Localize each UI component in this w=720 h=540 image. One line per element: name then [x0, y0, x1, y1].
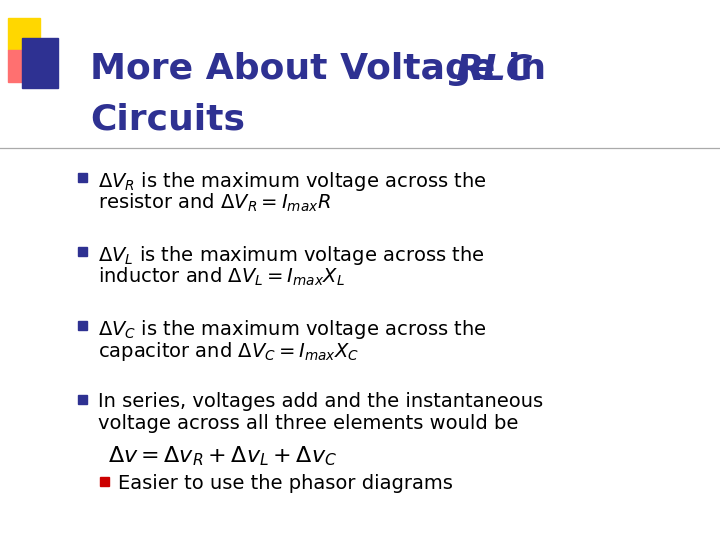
Text: $\Delta V_C$ is the maximum voltage across the: $\Delta V_C$ is the maximum voltage acro…	[98, 318, 487, 341]
Text: Circuits: Circuits	[90, 102, 245, 136]
Text: $\Delta V_R$ is the maximum voltage across the: $\Delta V_R$ is the maximum voltage acro…	[98, 170, 487, 193]
Text: RLC: RLC	[455, 52, 532, 86]
Text: Easier to use the phasor diagrams: Easier to use the phasor diagrams	[118, 474, 453, 493]
Text: More About Voltage in: More About Voltage in	[90, 52, 559, 86]
Bar	[22, 38, 58, 88]
Bar	[78, 395, 87, 404]
Bar	[8, 18, 40, 50]
Bar	[78, 247, 87, 256]
Text: capacitor and $\Delta V_C = I_{max}X_C$: capacitor and $\Delta V_C = I_{max}X_C$	[98, 340, 359, 363]
Bar	[8, 50, 40, 82]
Text: resistor and $\Delta V_R = I_{max}R$: resistor and $\Delta V_R = I_{max}R$	[98, 192, 330, 214]
Bar	[78, 321, 87, 330]
Text: inductor and $\Delta V_L = I_{max}X_L$: inductor and $\Delta V_L = I_{max}X_L$	[98, 266, 345, 288]
Bar	[100, 477, 109, 486]
Text: voltage across all three elements would be: voltage across all three elements would …	[98, 414, 518, 433]
Text: $\Delta V_L$ is the maximum voltage across the: $\Delta V_L$ is the maximum voltage acro…	[98, 244, 485, 267]
Bar	[78, 173, 87, 182]
Text: In series, voltages add and the instantaneous: In series, voltages add and the instanta…	[98, 392, 543, 411]
Text: $\Delta v = \Delta v_R + \Delta v_L + \Delta v_C$: $\Delta v = \Delta v_R + \Delta v_L + \D…	[108, 444, 337, 468]
